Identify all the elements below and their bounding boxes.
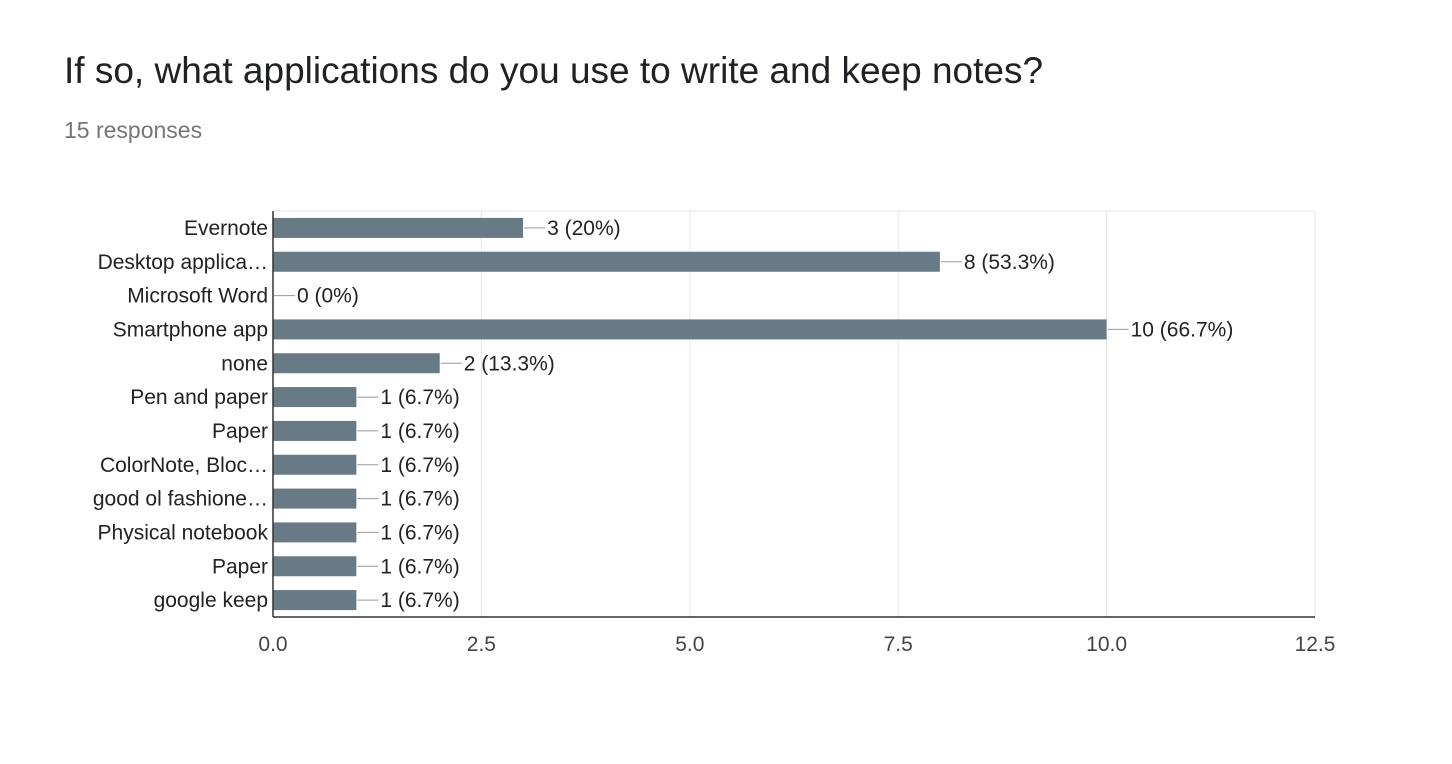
category-label: Paper: [212, 420, 268, 443]
x-tick-label: 0.0: [258, 633, 287, 656]
data-label: 1 (6.7%): [380, 454, 459, 477]
bar: [273, 251, 940, 272]
data-label: 1 (6.7%): [380, 386, 459, 409]
data-label: 0 (0%): [297, 285, 359, 308]
bar: [273, 488, 357, 509]
category-label: Evernote: [184, 217, 268, 240]
bar: [273, 420, 357, 441]
category-label: Pen and paper: [130, 386, 268, 409]
response-count: 15 responses: [64, 117, 203, 143]
data-label: 1 (6.7%): [380, 488, 459, 511]
category-label: google keep: [154, 589, 268, 612]
category-label: Physical notebook: [98, 521, 269, 544]
data-label: 3 (20%): [547, 217, 621, 240]
bars: [273, 217, 1107, 611]
category-label: none: [221, 352, 268, 375]
labels: 0.0 2.5 5.0 7.5 10.0 12.5 Evernote 3 (20%) Deskt…: [93, 217, 1336, 656]
grid-lines: [273, 210, 1316, 617]
data-label: 1 (6.7%): [380, 589, 459, 612]
bar: [273, 353, 440, 374]
axes: [272, 211, 1315, 618]
data-label: 1 (6.7%): [380, 521, 459, 544]
bar: [273, 522, 357, 543]
bar: [273, 387, 357, 408]
x-tick-label: 10.0: [1086, 633, 1127, 656]
x-tick-label: 12.5: [1295, 633, 1336, 656]
category-label: Paper: [212, 555, 268, 578]
x-tick-label: 5.0: [675, 633, 704, 656]
bar: [273, 217, 524, 238]
category-label: Microsoft Word: [127, 285, 268, 308]
x-tick-label: 2.5: [467, 633, 496, 656]
bar: [273, 556, 357, 577]
bar: [273, 454, 357, 475]
category-label: Desktop applica…: [98, 251, 268, 274]
data-label: 2 (13.3%): [464, 352, 555, 375]
data-label: 1 (6.7%): [380, 555, 459, 578]
bar: [273, 590, 357, 611]
bar: [273, 319, 1107, 340]
category-label: Smartphone app: [113, 318, 268, 341]
data-label: 8 (53.3%): [964, 251, 1055, 274]
category-label: good ol fashione…: [93, 488, 268, 511]
data-label: 10 (66.7%): [1131, 318, 1234, 341]
chart-title: If so, what applications do you use to w…: [64, 50, 1044, 91]
x-tick-label: 7.5: [884, 633, 913, 656]
data-label: 1 (6.7%): [380, 420, 459, 443]
category-label: ColorNote, Bloc…: [100, 454, 268, 477]
